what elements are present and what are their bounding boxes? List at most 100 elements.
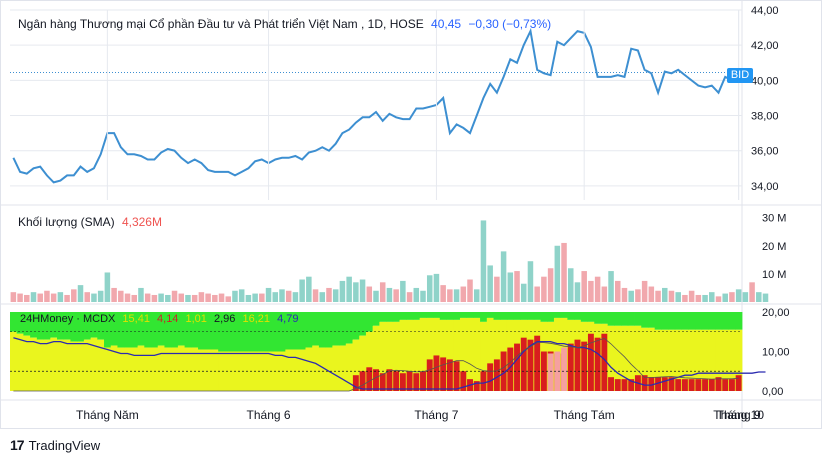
volume-bar — [98, 291, 104, 302]
volume-label: Khối lượng (SMA) — [18, 215, 115, 229]
volume-bar — [64, 295, 70, 302]
price-tag-badge: BID — [727, 68, 753, 83]
volume-bar — [219, 294, 225, 302]
mcdx-yellow-bar — [299, 350, 306, 391]
x-tick-label: Tháng Năm — [76, 408, 139, 422]
volume-bar — [299, 280, 305, 303]
indicator-value-5: 16,21 — [242, 313, 270, 325]
mcdx-red-bar — [581, 342, 587, 391]
mcdx-red-bar — [729, 379, 735, 391]
mcdx-green-bar — [688, 312, 695, 330]
mcdx-red-bar — [722, 379, 728, 391]
volume-bar — [655, 291, 661, 302]
indicator-title-row: 24HMoney · MCDX 15,41 4,14 1,01 2,96 16,… — [16, 313, 298, 325]
mcdx-yellow-bar — [50, 338, 57, 391]
mcdx-yellow-bar — [305, 348, 312, 391]
volume-bar — [414, 288, 420, 302]
volume-bar — [548, 268, 554, 302]
price-tick-label: 36,00 — [751, 146, 779, 158]
mcdx-green-bar — [547, 312, 554, 322]
volume-bar — [273, 292, 279, 302]
indicator-value-6: 4,79 — [277, 313, 298, 325]
mcdx-red-bar — [662, 377, 668, 391]
volume-bar — [689, 291, 695, 302]
volume-bar — [158, 294, 164, 302]
volume-bar — [743, 292, 749, 302]
volume-bar — [729, 292, 735, 302]
mcdx-green-bar — [480, 312, 487, 322]
volume-bar — [588, 281, 594, 302]
volume-bar — [131, 295, 137, 302]
volume-bar — [78, 285, 84, 302]
volume-bar — [487, 265, 493, 302]
volume-bar — [675, 292, 681, 302]
volume-bar — [494, 277, 500, 302]
volume-bar — [91, 294, 97, 302]
footer-brand[interactable]: 17 TradingView — [10, 437, 100, 453]
volume-tick-label: 10 M — [762, 269, 786, 281]
price-tick-label: 44,00 — [751, 5, 779, 17]
volume-tick-label: 20 M — [762, 241, 786, 253]
mcdx-green-bar — [379, 312, 386, 322]
mcdx-yellow-bar — [158, 346, 165, 391]
volume-bar — [575, 282, 581, 302]
mcdx-green-bar — [413, 312, 420, 320]
mcdx-green-bar — [420, 312, 427, 318]
mcdx-green-bar — [494, 312, 501, 320]
mcdx-red-bar — [447, 359, 453, 391]
volume-bar — [138, 288, 144, 302]
last-value: 40,45 — [431, 17, 461, 31]
volume-bar — [602, 287, 608, 302]
volume-bar — [581, 271, 587, 302]
volume-bar — [172, 291, 178, 302]
x-tick-label: Tháng 6 — [247, 408, 291, 422]
volume-bar — [400, 281, 406, 302]
mcdx-yellow-bar — [23, 336, 30, 391]
indicator-value-1: 15,41 — [122, 313, 150, 325]
mcdx-yellow-bar — [332, 346, 339, 391]
volume-bar — [662, 288, 668, 302]
mcdx-green-bar — [534, 312, 541, 320]
price-change: −0,30 (−0,73%) — [468, 17, 551, 31]
mcdx-red-bar — [695, 379, 701, 391]
mcdx-green-bar — [346, 312, 353, 344]
volume-bar — [622, 288, 628, 302]
price-tick-label: 38,00 — [751, 111, 779, 123]
mcdx-red-bar — [427, 359, 433, 391]
volume-bar — [427, 275, 433, 302]
x-tick-label: Tháng 7 — [414, 408, 458, 422]
volume-bar — [232, 291, 238, 302]
volume-bar — [756, 292, 762, 302]
volume-bar — [642, 281, 648, 302]
x-tick-label: Tháng 10 — [713, 408, 764, 422]
volume-bar — [474, 289, 480, 302]
volume-bar — [37, 294, 43, 302]
volume-bar — [736, 289, 742, 302]
mcdx-green-bar — [359, 312, 366, 336]
mcdx-green-bar — [648, 312, 655, 328]
mcdx-red-bar — [675, 379, 681, 391]
volume-bar — [696, 295, 702, 302]
mcdx-red-bar — [454, 361, 460, 391]
volume-bar — [225, 296, 231, 302]
volume-bar — [649, 287, 655, 302]
volume-bar — [152, 295, 158, 302]
volume-bar — [521, 284, 527, 302]
mcdx-red-bar — [413, 373, 419, 391]
mcdx-yellow-bar — [144, 348, 151, 391]
mcdx-green-bar — [675, 312, 682, 330]
mcdx-yellow-bar — [292, 350, 299, 391]
volume-bar — [716, 296, 722, 302]
volume-bar — [246, 295, 252, 302]
mcdx-green-bar — [339, 312, 346, 346]
mcdx-yellow-bar — [131, 348, 138, 391]
mcdx-green-bar — [406, 312, 413, 320]
volume-bar — [259, 294, 265, 302]
volume-bar — [353, 282, 359, 302]
mcdx-red-bar — [393, 371, 399, 391]
volume-bar — [561, 243, 567, 302]
volume-bar — [407, 292, 413, 302]
volume-bar — [185, 295, 191, 302]
